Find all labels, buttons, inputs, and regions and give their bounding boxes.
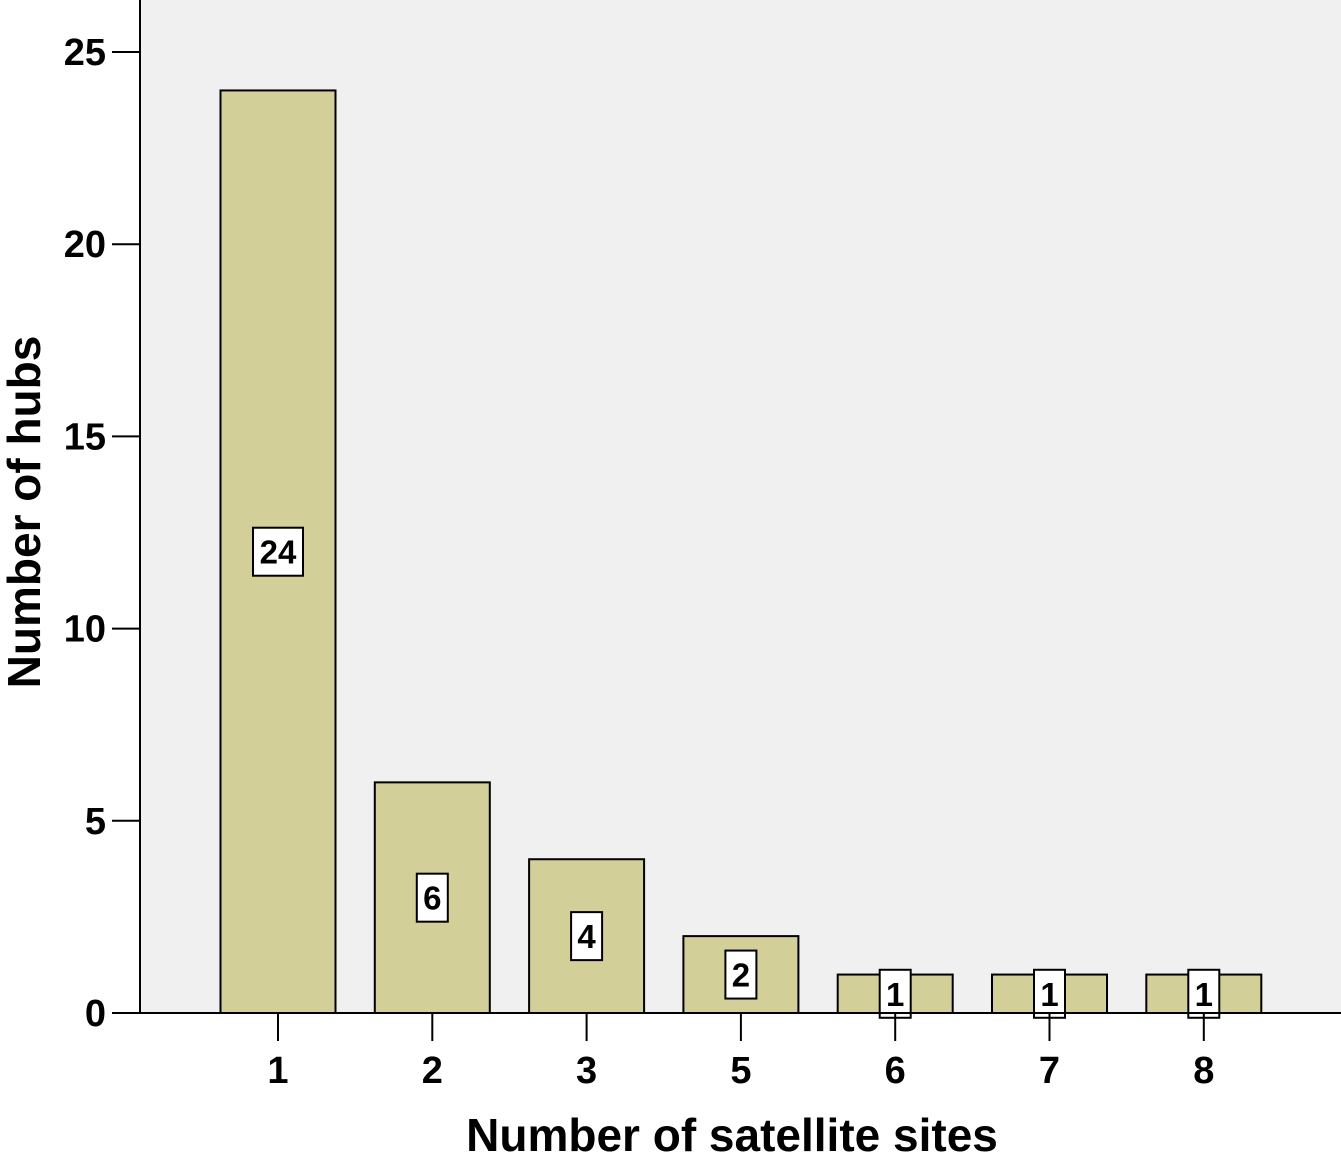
- y-tick-label: 25: [64, 32, 106, 74]
- x-tick-label: 5: [730, 1050, 751, 1092]
- data-label: 6: [423, 880, 441, 917]
- data-label: 2: [732, 957, 750, 994]
- data-label: 1: [1195, 976, 1213, 1013]
- plot-area-background: [140, 0, 1341, 1013]
- y-tick-label: 20: [64, 224, 106, 266]
- y-tick-label: 0: [85, 993, 106, 1035]
- x-axis-title: Number of satellite sites: [466, 1109, 998, 1159]
- y-tick-label: 10: [64, 609, 106, 651]
- data-label: 4: [577, 918, 596, 955]
- data-label: 1: [1040, 976, 1058, 1013]
- x-tick-label: 1: [267, 1050, 288, 1092]
- data-label-box: [1187, 968, 1221, 1019]
- data-label: 24: [260, 534, 297, 571]
- data-label-box: [570, 911, 604, 962]
- data-label-box: [724, 949, 758, 1000]
- x-ticks-layer: 1 2 3 5 6 7 8: [267, 1013, 1214, 1092]
- x-tick-label: 2: [422, 1050, 443, 1092]
- x-tick-label: 7: [1039, 1050, 1060, 1092]
- y-tick-label: 5: [85, 801, 106, 843]
- y-axis-title: Number of hubs: [0, 336, 50, 689]
- data-label: 1: [886, 976, 904, 1013]
- y-tick-label: 15: [64, 416, 106, 458]
- y-ticks-layer: 0 5 10 15 20 25: [64, 32, 140, 1035]
- data-label-box: [252, 526, 304, 577]
- data-label-box: [878, 968, 912, 1019]
- x-tick-label: 3: [576, 1050, 597, 1092]
- x-tick-label: 8: [1193, 1050, 1214, 1092]
- x-tick-label: 6: [885, 1050, 906, 1092]
- data-labels-layer: 24 6 4 2 1 1 1: [252, 526, 1221, 1019]
- data-label-box: [415, 872, 449, 923]
